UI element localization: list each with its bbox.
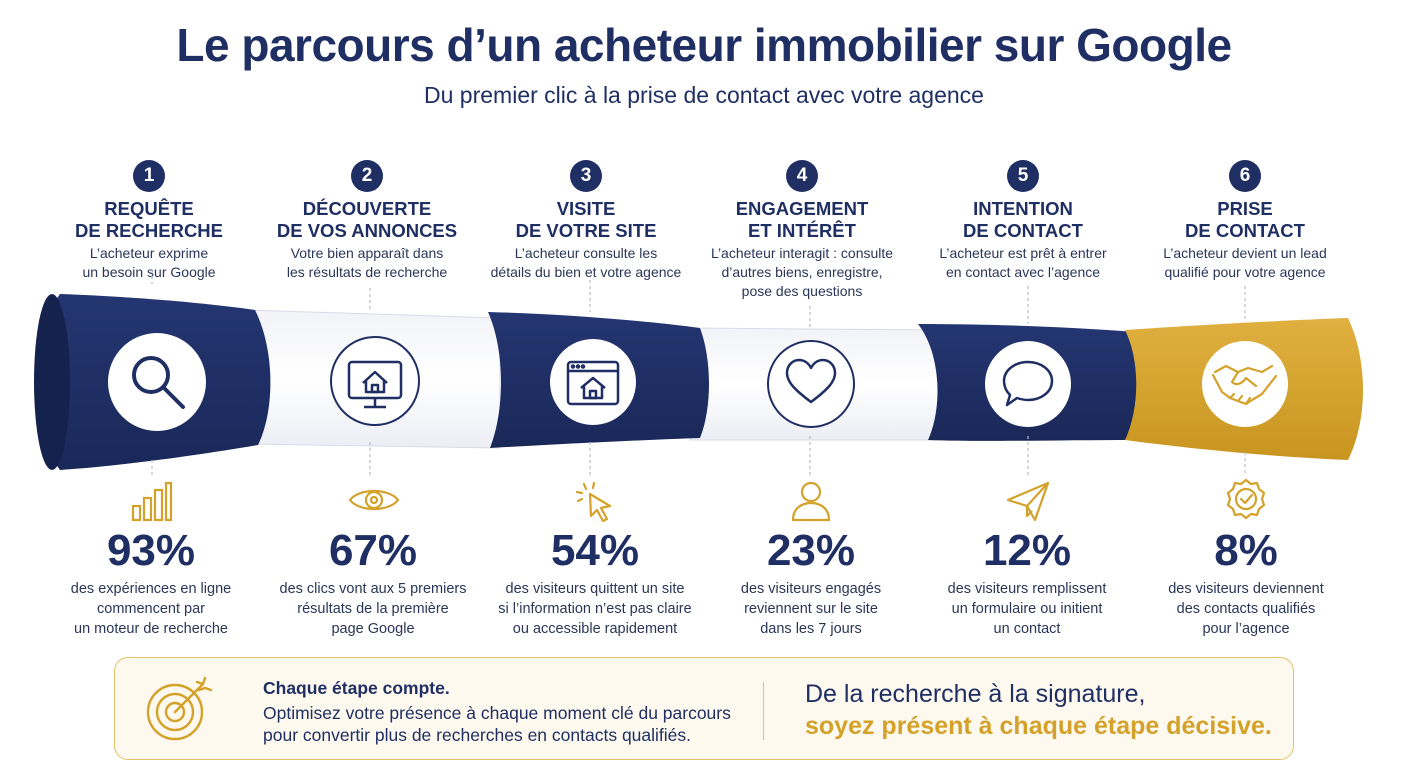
step-2-icon-circle bbox=[330, 336, 420, 426]
step-title: VISITE DE VOTRE SITE bbox=[515, 198, 657, 241]
badge-check-icon bbox=[1226, 478, 1266, 520]
step-number: 4 bbox=[786, 160, 818, 192]
step-description: L’acheteur interagit : consulte d’autres… bbox=[710, 245, 894, 299]
metric-value: 23% bbox=[766, 526, 856, 575]
metric-value: 67% bbox=[328, 526, 418, 575]
step-number: 1 bbox=[133, 160, 165, 192]
step-description: L’acheteur est prêt à entrer en contact … bbox=[939, 245, 1107, 280]
step-4-header: 4 ENGAGEMENT ET INTÉRÊT L’acheteur inter… bbox=[682, 160, 922, 301]
step-1-header: 1 REQUÊTE DE RECHERCHE L’acheteur exprim… bbox=[29, 160, 269, 282]
metric-value: 93% bbox=[106, 526, 196, 575]
magnifier-icon bbox=[132, 356, 185, 409]
band-opening bbox=[34, 294, 70, 470]
cursor-click-icon bbox=[575, 481, 612, 523]
user-icon bbox=[791, 481, 831, 522]
tagline-line-1: De la recherche à la signature, bbox=[805, 680, 1146, 708]
page-subtitle: Du premier clic à la prise de contact av… bbox=[424, 82, 984, 108]
step-2-header: 2 DÉCOUVERTE DE VOS ANNONCES Votre bien … bbox=[247, 160, 487, 282]
metric-value: 54% bbox=[550, 526, 640, 575]
step-description: L’acheteur consulte les détails du bien … bbox=[490, 245, 682, 280]
step-title: DÉCOUVERTE DE VOS ANNONCES bbox=[276, 198, 458, 241]
journey-band bbox=[34, 294, 1363, 470]
step-title: PRISE DE CONTACT bbox=[1185, 198, 1305, 241]
step-3-header: 3 VISITE DE VOTRE SITE L’acheteur consul… bbox=[466, 160, 706, 282]
metric-description: des expériences en ligne commencent par … bbox=[70, 581, 232, 637]
callout-divider bbox=[763, 682, 764, 740]
metric-description: des visiteurs remplissent un formulaire … bbox=[947, 581, 1107, 637]
metric-description: des visiteurs engagés reviennent sur le … bbox=[740, 581, 882, 637]
step-title: INTENTION DE CONTACT bbox=[963, 198, 1083, 241]
step-4-icon-circle bbox=[767, 340, 855, 428]
metric-description: des visiteurs deviennent des contacts qu… bbox=[1168, 581, 1324, 637]
step-description: L’acheteur devient un lead qualifié pour… bbox=[1163, 245, 1327, 280]
handshake-icon bbox=[1211, 364, 1278, 406]
callout-title: Chaque étape compte. bbox=[263, 678, 450, 698]
browser-house-icon bbox=[566, 360, 620, 406]
heart-icon bbox=[785, 358, 837, 404]
metric-value: 8% bbox=[1214, 526, 1278, 575]
paper-plane-icon bbox=[1006, 481, 1050, 522]
page-title: Le parcours d’un acheteur immobilier sur… bbox=[176, 19, 1232, 71]
step-6-header: 6 PRISE DE CONTACT L’acheteur devient un… bbox=[1125, 160, 1365, 282]
step-5-header: 5 INTENTION DE CONTACT L’acheteur est pr… bbox=[903, 160, 1143, 282]
step-6-icon-circle bbox=[1202, 341, 1288, 427]
step-description: L’acheteur exprime un besoin sur Google bbox=[82, 245, 216, 280]
metric-description: des visiteurs quittent un site si l’info… bbox=[498, 581, 692, 637]
metric-description: des clics vont aux 5 premiers résultats … bbox=[279, 581, 467, 637]
tagline-line-2: soyez présent à chaque étape décisive. bbox=[805, 712, 1272, 740]
step-number: 2 bbox=[351, 160, 383, 192]
target-icon bbox=[146, 676, 213, 741]
metric-value: 12% bbox=[982, 526, 1072, 575]
step-description: Votre bien apparaît dans les résultats d… bbox=[286, 245, 448, 280]
callout-text: Optimisez votre présence à chaque moment… bbox=[263, 703, 731, 745]
bar-chart-icon bbox=[131, 481, 173, 522]
callout-box: Chaque étape compte. Optimisez votre pré… bbox=[114, 657, 1294, 760]
monitor-house-icon bbox=[347, 360, 403, 409]
eye-icon bbox=[348, 489, 400, 511]
step-title: REQUÊTE DE RECHERCHE bbox=[74, 198, 224, 241]
step-title: ENGAGEMENT ET INTÉRÊT bbox=[735, 198, 869, 241]
step-number: 6 bbox=[1229, 160, 1261, 192]
speech-bubble-icon bbox=[1002, 360, 1054, 407]
connector-lines bbox=[151, 270, 1246, 475]
step-number: 5 bbox=[1007, 160, 1039, 192]
step-number: 3 bbox=[570, 160, 602, 192]
